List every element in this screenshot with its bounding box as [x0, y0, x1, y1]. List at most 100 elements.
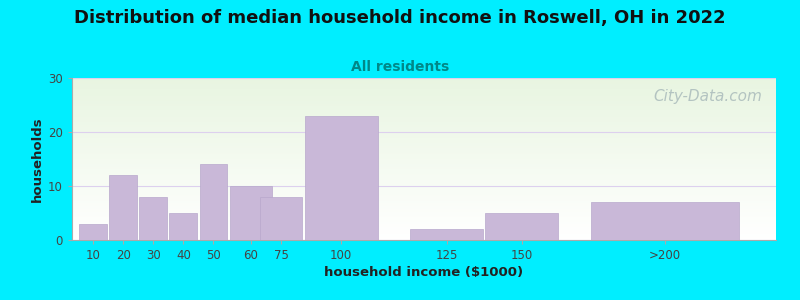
Bar [72, 211, 776, 212]
Bar [72, 212, 776, 214]
Bar [72, 164, 776, 166]
Bar [72, 143, 776, 144]
Bar [72, 188, 776, 190]
Bar [72, 96, 776, 98]
Bar [72, 191, 776, 193]
Bar [72, 208, 776, 209]
Bar [72, 214, 776, 216]
Bar [72, 237, 776, 239]
Bar [72, 170, 776, 172]
Bar [486, 213, 558, 240]
Bar [72, 122, 776, 123]
Bar [79, 224, 107, 240]
Bar [72, 209, 776, 211]
Bar [72, 229, 776, 230]
Text: City-Data.com: City-Data.com [653, 89, 762, 104]
Bar [72, 141, 776, 143]
Bar [72, 102, 776, 104]
Bar [72, 128, 776, 130]
Bar [72, 203, 776, 204]
Bar [72, 187, 776, 188]
Bar [72, 225, 776, 227]
Bar [72, 158, 776, 159]
Bar [72, 232, 776, 233]
Bar [72, 109, 776, 110]
Bar [72, 172, 776, 174]
Bar [72, 200, 776, 201]
Bar [72, 227, 776, 229]
Bar [72, 78, 776, 80]
Bar [72, 80, 776, 81]
Bar [72, 138, 776, 140]
Bar [72, 195, 776, 196]
Y-axis label: households: households [31, 116, 44, 202]
Bar [72, 222, 776, 224]
Bar [72, 162, 776, 164]
Bar [230, 186, 272, 240]
Bar [72, 185, 776, 187]
Bar [72, 89, 776, 91]
Bar [199, 164, 227, 240]
Bar [72, 83, 776, 85]
Bar [72, 106, 776, 107]
Bar [72, 206, 776, 208]
Bar [72, 88, 776, 89]
Bar [72, 86, 776, 88]
Bar [72, 169, 776, 170]
Bar [72, 114, 776, 115]
Bar [72, 115, 776, 117]
Bar [170, 213, 197, 240]
Bar [72, 107, 776, 109]
Bar [72, 196, 776, 198]
Bar [72, 174, 776, 175]
Bar [72, 81, 776, 83]
Bar [72, 178, 776, 180]
Bar [72, 156, 776, 158]
Bar [72, 217, 776, 219]
Bar [72, 152, 776, 154]
Bar [72, 144, 776, 146]
Bar [72, 177, 776, 178]
Bar [72, 118, 776, 120]
Bar [72, 140, 776, 141]
Bar [72, 159, 776, 160]
Bar [72, 112, 776, 114]
Bar [72, 91, 776, 93]
Bar [72, 93, 776, 94]
Bar [72, 148, 776, 149]
Bar [260, 197, 302, 240]
Bar [72, 125, 776, 127]
Bar [72, 167, 776, 169]
Bar [72, 220, 776, 222]
Bar [72, 101, 776, 102]
Bar [590, 202, 738, 240]
Bar [410, 229, 483, 240]
Bar [72, 154, 776, 156]
Bar [72, 120, 776, 122]
Bar [72, 133, 776, 135]
Text: Distribution of median household income in Roswell, OH in 2022: Distribution of median household income … [74, 9, 726, 27]
Bar [72, 230, 776, 232]
Bar [72, 204, 776, 206]
Bar [72, 224, 776, 225]
Bar [139, 197, 167, 240]
Bar [72, 149, 776, 151]
Bar [72, 99, 776, 101]
Bar [72, 216, 776, 217]
Bar [72, 136, 776, 138]
Bar [72, 182, 776, 183]
Bar [72, 235, 776, 237]
Bar [72, 166, 776, 167]
Bar [72, 135, 776, 136]
X-axis label: household income ($1000): household income ($1000) [325, 266, 523, 279]
Bar [72, 190, 776, 191]
Bar [72, 130, 776, 131]
Bar [72, 85, 776, 86]
Bar [72, 219, 776, 220]
Bar [72, 110, 776, 112]
Bar [72, 98, 776, 99]
Bar [72, 238, 776, 240]
Bar [72, 193, 776, 195]
Bar [72, 146, 776, 148]
Bar [72, 127, 776, 128]
